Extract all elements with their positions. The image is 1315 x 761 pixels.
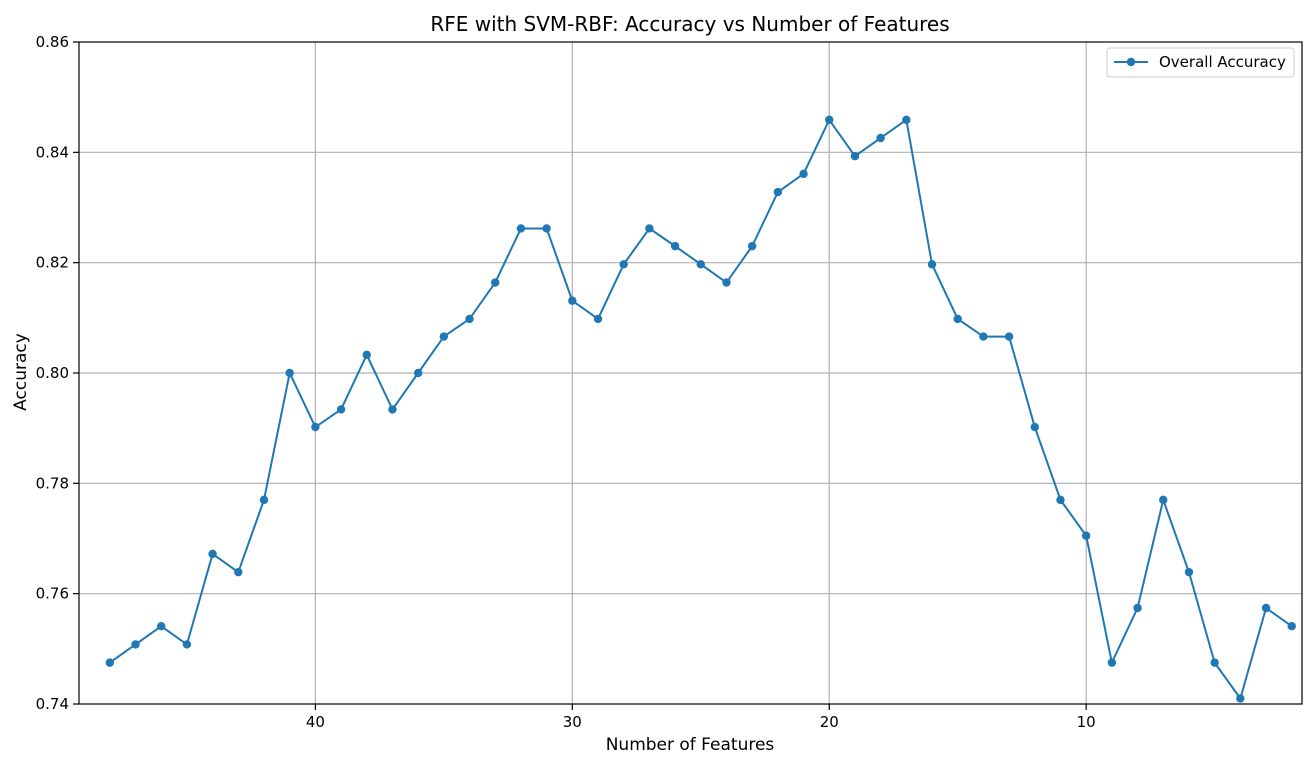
y-tick-label: 0.84 — [36, 143, 69, 161]
chart-title: RFE with SVM-RBF: Accuracy vs Number of … — [430, 12, 949, 36]
legend-dot-marker — [1126, 57, 1136, 67]
data-point — [182, 640, 192, 649]
data-point — [927, 260, 937, 269]
data-point — [336, 405, 346, 414]
data-point — [799, 169, 808, 179]
data-point — [773, 187, 783, 197]
data-point — [131, 640, 140, 649]
data-point — [1030, 422, 1039, 432]
data-point — [542, 224, 551, 233]
data-point — [105, 658, 115, 667]
data-point — [439, 332, 449, 341]
data-point — [1004, 332, 1014, 341]
data-point — [465, 314, 474, 324]
data-point — [516, 224, 526, 233]
data-point — [388, 405, 397, 414]
data-point — [413, 368, 423, 378]
data-point — [568, 296, 577, 305]
series-layer — [105, 115, 1296, 703]
y-tick-label: 0.86 — [36, 33, 69, 51]
y-tick-label: 0.74 — [36, 695, 69, 713]
data-point — [362, 350, 371, 359]
data-point — [208, 549, 217, 559]
data-point — [1261, 603, 1271, 613]
y-tick-label: 0.82 — [36, 254, 69, 272]
x-tick-label: 30 — [563, 713, 582, 731]
data-point — [1236, 694, 1245, 703]
x-tick-label: 20 — [820, 713, 839, 731]
data-point — [1159, 495, 1168, 505]
data-point — [619, 260, 628, 269]
data-point — [1107, 658, 1117, 667]
data-point — [285, 368, 294, 378]
data-point — [670, 241, 680, 251]
y-tick-label: 0.76 — [36, 585, 69, 603]
data-point — [491, 278, 500, 287]
grid — [79, 42, 1302, 704]
y-axis-label: Accuracy — [11, 333, 31, 411]
legend-series-label: Overall Accuracy — [1159, 53, 1286, 71]
data-point — [157, 622, 166, 631]
data-point — [593, 314, 603, 324]
y-tick-label: 0.80 — [36, 364, 69, 382]
legend: Overall Accuracy — [1106, 47, 1295, 78]
ticks: 40 30 20 10 0.74 0.76 0.78 0.80 0.82 0.84 0.86 — [36, 33, 1096, 731]
data-point — [902, 115, 911, 124]
y-tick-label: 0.78 — [36, 474, 69, 492]
data-point — [1184, 567, 1194, 577]
data-point — [722, 278, 731, 287]
x-axis-label: Number of Features — [606, 735, 775, 755]
data-point — [311, 422, 320, 432]
data-point — [1133, 603, 1142, 613]
data-point — [1210, 658, 1219, 667]
data-point — [1056, 495, 1065, 505]
data-point — [1287, 622, 1296, 631]
data-point — [979, 332, 988, 341]
x-tick-label: 10 — [1077, 713, 1096, 731]
data-point — [645, 224, 654, 233]
x-tick-label: 40 — [306, 713, 325, 731]
data-point — [259, 495, 269, 505]
data-point — [876, 133, 885, 143]
data-point — [825, 115, 834, 124]
data-point — [234, 567, 243, 577]
data-point — [953, 314, 962, 324]
data-point — [747, 241, 757, 251]
data-point — [850, 151, 860, 161]
legend-box — [1106, 47, 1295, 78]
data-point — [696, 260, 705, 269]
data-point — [1081, 531, 1091, 540]
